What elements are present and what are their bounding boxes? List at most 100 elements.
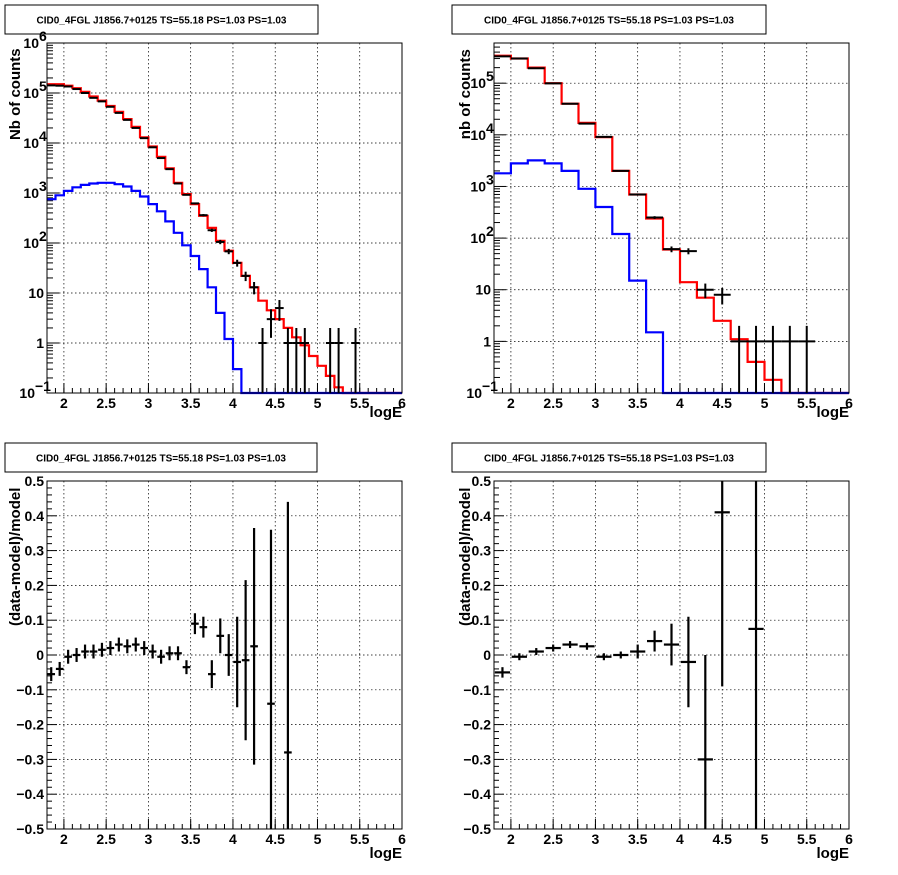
y-tick-label: 0.5 — [472, 473, 492, 489]
data-point — [199, 214, 208, 217]
residual-point — [115, 637, 123, 652]
residual-point — [72, 648, 81, 662]
series-line-1 — [47, 83, 402, 395]
x-tick-label: 3.5 — [181, 395, 201, 411]
data-point — [156, 157, 166, 160]
chart-1: CID0_4FGL J1856.7+0125 TS=55.18 PS=1.03 … — [4, 4, 406, 421]
y-tick-label: 1 — [36, 335, 44, 351]
x-tick-label: 5 — [761, 831, 769, 847]
plot-frame — [46, 42, 403, 394]
x-tick-label: 6 — [398, 831, 406, 847]
y-tick-exponent: 5 — [39, 78, 47, 94]
series-line-1 — [494, 54, 849, 395]
residual-point — [748, 481, 764, 829]
data-point — [612, 169, 630, 172]
x-tick-label: 6 — [845, 395, 853, 411]
residual-point — [545, 644, 561, 652]
x-axis-label: logE — [817, 845, 850, 862]
residual-point — [646, 630, 663, 652]
data-point — [283, 327, 293, 393]
y-tick-label: 0 — [483, 647, 491, 663]
y-tick-label: 0.5 — [25, 473, 45, 489]
x-axis-label: logE — [370, 404, 403, 421]
y-tick-exponent: 2 — [486, 223, 494, 239]
y-tick-exponent: −1 — [35, 378, 51, 394]
x-tick-label: 5.5 — [350, 831, 370, 847]
x-tick-label: 5 — [314, 395, 322, 411]
y-axis-label: Nb of counts — [7, 48, 24, 140]
residual-point — [140, 641, 149, 655]
residual-point — [241, 580, 250, 741]
x-tick-label: 3.5 — [181, 831, 201, 847]
data-point — [730, 325, 748, 393]
x-tick-label: 4 — [676, 831, 684, 847]
y-tick-label: −0.2 — [463, 717, 491, 733]
y-tick-label: 10 — [470, 230, 486, 246]
data-point — [292, 327, 301, 393]
y-tick-label: −0.3 — [463, 751, 491, 767]
y-axis-label: (data-model)/model — [457, 488, 474, 626]
data-point — [165, 168, 174, 171]
data-point — [781, 325, 799, 393]
data-point — [216, 239, 225, 245]
y-tick-label: 10 — [23, 235, 39, 251]
y-tick-label: −0.3 — [16, 751, 44, 767]
x-tick-label: 2 — [507, 395, 515, 411]
x-tick-label: 5 — [761, 395, 769, 411]
y-tick-label: 10 — [28, 285, 44, 301]
x-tick-label: 5.5 — [350, 395, 370, 411]
chart-title: CID0_4FGL J1856.7+0125 TS=55.18 PS=1.03 … — [484, 454, 734, 465]
data-point — [232, 259, 242, 267]
data-point — [300, 327, 310, 393]
residual-point — [64, 649, 72, 664]
data-point — [798, 325, 816, 393]
chart-2: CID0_4FGL J1856.7+0125 TS=55.18 PS=1.03 … — [451, 4, 853, 421]
y-tick-label: 0.2 — [472, 577, 492, 593]
x-tick-label: 2.5 — [543, 395, 563, 411]
residual-point — [267, 529, 275, 829]
x-tick-label: 2 — [60, 395, 68, 411]
y-tick-label: 0.4 — [472, 508, 492, 524]
data-point — [275, 300, 284, 321]
residual-point — [233, 616, 241, 708]
y-tick-label: 0 — [36, 647, 44, 663]
x-axis-label: logE — [370, 845, 403, 862]
data-point — [679, 248, 697, 255]
data-point — [258, 327, 267, 393]
x-tick-label: 3.5 — [628, 395, 648, 411]
data-point — [629, 193, 647, 196]
y-tick-exponent: 2 — [39, 228, 47, 244]
y-tick-label: −0.5 — [16, 821, 44, 837]
residual-point — [680, 616, 697, 708]
y-tick-exponent: 3 — [39, 178, 47, 194]
y-tick-exponent: 4 — [486, 120, 494, 136]
y-tick-label: 0.2 — [25, 577, 45, 593]
y-tick-label: 0.4 — [25, 508, 45, 524]
data-point — [266, 309, 276, 338]
residual-point — [528, 648, 544, 655]
y-tick-label: −0.4 — [463, 786, 491, 802]
y-tick-label: 10 — [23, 135, 39, 151]
residual-point — [596, 653, 612, 661]
residual-point — [562, 641, 578, 649]
residual-point — [208, 660, 216, 689]
y-tick-label: −0.4 — [16, 786, 44, 802]
residual-point — [148, 644, 157, 659]
x-tick-label: 6 — [398, 395, 406, 411]
data-point — [325, 327, 335, 393]
y-tick-label: −0.2 — [16, 717, 44, 733]
data-point — [182, 193, 191, 196]
residual-point — [106, 641, 115, 655]
x-tick-label: 3.5 — [628, 831, 648, 847]
y-tick-label: 0.3 — [472, 543, 492, 559]
x-tick-label: 2 — [507, 831, 515, 847]
residual-point — [191, 613, 199, 635]
series-line-2 — [47, 181, 402, 395]
x-tick-label: 4 — [676, 395, 684, 411]
x-tick-label: 4.5 — [265, 395, 285, 411]
residual-point — [89, 644, 98, 659]
residual-point — [47, 667, 56, 682]
y-axis-label: (data-model)/model — [7, 488, 24, 626]
y-axis-label: nb of counts — [457, 49, 474, 139]
residual-point — [511, 653, 527, 661]
